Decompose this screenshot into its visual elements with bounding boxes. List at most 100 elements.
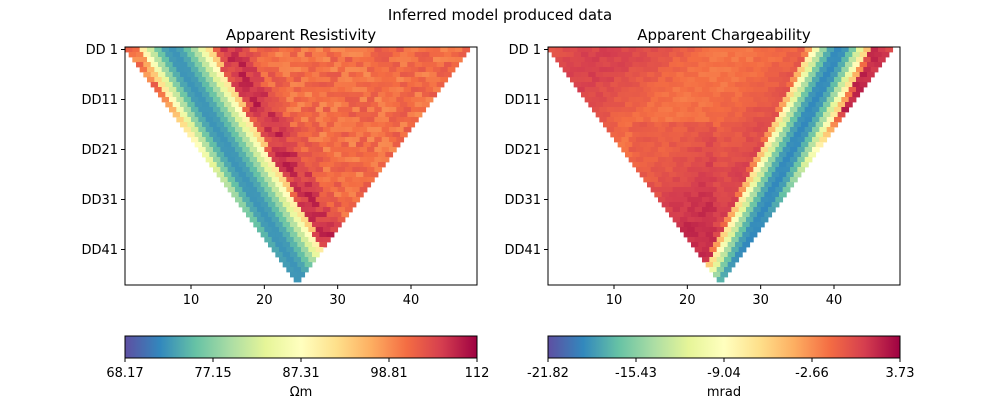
- heatmap-cell: [753, 87, 762, 93]
- heatmap-cell: [312, 212, 320, 218]
- heatmap-cell: [771, 172, 780, 178]
- heatmap-cell: [841, 47, 850, 53]
- heatmap-cell: [381, 87, 390, 93]
- heatmap-cell: [341, 212, 350, 218]
- heatmap-cell: [643, 117, 652, 123]
- heatmap-cell: [356, 72, 364, 78]
- heatmap-cell: [724, 187, 732, 193]
- heatmap-cell: [367, 97, 375, 103]
- heatmap-cell: [235, 137, 243, 143]
- heatmap-cell: [290, 272, 298, 278]
- heatmap-cell: [209, 52, 218, 58]
- heatmap-cell: [727, 92, 736, 98]
- heatmap-cell: [764, 202, 773, 208]
- heatmap-cell: [235, 177, 243, 183]
- heatmap-cell: [352, 157, 361, 163]
- heatmap-cell: [183, 117, 192, 123]
- heatmap-cell: [680, 157, 688, 163]
- heatmap-cell: [724, 177, 732, 183]
- heatmap-cell: [665, 107, 674, 113]
- heatmap-cell: [286, 177, 295, 183]
- heatmap-cell: [757, 132, 765, 138]
- heatmap-cell: [647, 102, 655, 108]
- heatmap-cell: [312, 82, 320, 88]
- heatmap-cell: [742, 92, 751, 98]
- heatmap-cell: [764, 122, 773, 128]
- heatmap-cell: [224, 122, 232, 128]
- heatmap-cell: [610, 82, 619, 88]
- heatmap-cell: [672, 167, 681, 173]
- heatmap-cell: [216, 92, 225, 98]
- heatmap-cell: [702, 137, 710, 143]
- heatmap-cell: [617, 142, 626, 148]
- heatmap-cell: [444, 52, 452, 58]
- heatmap-cell: [198, 137, 207, 143]
- heatmap-cell: [636, 127, 644, 133]
- heatmap-cell: [738, 67, 747, 73]
- heatmap-cell: [323, 197, 331, 203]
- heatmap-cell: [775, 137, 784, 143]
- heatmap-cell: [374, 157, 383, 163]
- heatmap-cell: [385, 72, 394, 78]
- heatmap-cell: [841, 67, 850, 73]
- heatmap-cell: [632, 112, 641, 118]
- heatmap-cell: [411, 57, 419, 63]
- heatmap-cell: [279, 67, 287, 73]
- heatmap-cell: [658, 87, 666, 93]
- heatmap-cell: [290, 72, 298, 78]
- heatmap-cell: [290, 112, 298, 118]
- heatmap-cell: [231, 72, 240, 78]
- heatmap-cell: [297, 142, 306, 148]
- heatmap-cell: [669, 172, 677, 178]
- heatmap-cell: [694, 247, 703, 253]
- heatmap-cell: [606, 107, 615, 113]
- colorbar-tick-label: -15.43: [615, 366, 657, 381]
- heatmap-cell: [724, 197, 732, 203]
- heatmap-cell: [169, 57, 177, 63]
- heatmap-cell: [312, 202, 320, 208]
- heatmap-cell: [819, 77, 828, 83]
- heatmap-cell: [297, 192, 306, 198]
- heatmap-cell: [227, 137, 236, 143]
- heatmap-cell: [845, 52, 853, 58]
- heatmap-cell: [705, 202, 714, 208]
- heatmap-cell: [727, 122, 736, 128]
- heatmap-cell: [779, 132, 787, 138]
- heatmap-cell: [713, 232, 721, 238]
- heatmap-cell: [407, 82, 416, 88]
- heatmap-cell: [183, 67, 192, 73]
- heatmap-cell: [319, 212, 328, 218]
- heatmap-cell: [687, 117, 696, 123]
- heatmap-cell: [606, 87, 615, 93]
- heatmap-cell: [224, 132, 232, 138]
- heatmap-cell: [742, 52, 751, 58]
- heatmap-cell: [665, 197, 674, 203]
- heatmap-cell: [702, 147, 710, 153]
- heatmap-cell: [691, 132, 699, 138]
- heatmap-cell: [308, 197, 317, 203]
- heatmap-cell: [716, 67, 725, 73]
- heatmap-cell: [312, 102, 320, 108]
- heatmap-cell: [713, 262, 721, 268]
- heatmap-cell: [319, 132, 328, 138]
- heatmap-cell: [768, 67, 776, 73]
- heatmap-cell: [440, 67, 449, 73]
- heatmap-cell: [808, 72, 817, 78]
- heatmap-cell: [246, 162, 254, 168]
- heatmap-cell: [735, 252, 743, 258]
- heatmap-cell: [249, 137, 258, 143]
- heatmap-cell: [308, 67, 317, 73]
- heatmap-cell: [654, 162, 663, 168]
- heatmap-cell: [603, 52, 611, 58]
- heatmap-cell: [231, 122, 240, 128]
- heatmap-cell: [566, 62, 575, 68]
- heatmap-cell: [220, 137, 229, 143]
- heatmap-cell: [271, 237, 280, 243]
- heatmap-cell: [315, 147, 324, 153]
- heatmap-cell: [647, 92, 655, 98]
- heatmap-cell: [356, 92, 364, 98]
- heatmap-cell: [249, 157, 258, 163]
- heatmap-cell: [286, 87, 295, 93]
- heatmap-cell: [713, 162, 721, 168]
- heatmap-cell: [246, 122, 254, 128]
